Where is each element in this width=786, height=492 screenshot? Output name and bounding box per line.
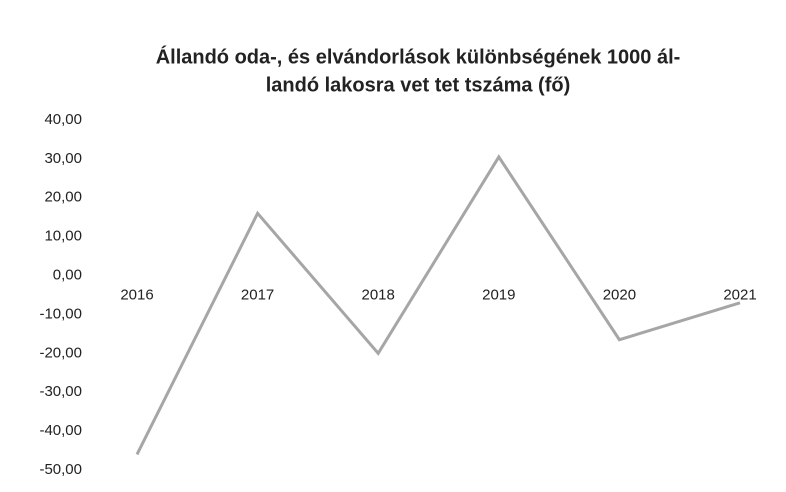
x-tick-label: 2020	[603, 287, 636, 304]
y-tick-label: -20,00	[39, 344, 82, 361]
y-tick-label: 20,00	[44, 189, 82, 206]
y-tick-label: 40,00	[44, 111, 82, 128]
x-tick-label: 2016	[120, 287, 153, 304]
y-tick-label: -10,00	[39, 305, 82, 322]
chart-title: landó lakosra vet tet tszáma (fő)	[266, 74, 571, 96]
y-tick-label: 30,00	[44, 150, 82, 167]
x-tick-label: 2021	[723, 287, 756, 304]
y-tick-label: -40,00	[39, 422, 82, 439]
y-tick-label: 10,00	[44, 228, 82, 245]
x-tick-label: 2017	[241, 287, 274, 304]
x-tick-label: 2018	[362, 287, 395, 304]
y-tick-label: -30,00	[39, 383, 82, 400]
chart-title: Állandó oda-, és elvándorlások különbség…	[156, 45, 681, 68]
line-series	[135, 154, 741, 456]
y-tick-label: -50,00	[39, 461, 82, 478]
x-tick-label: 2019	[482, 287, 515, 304]
y-tick-label: 0,00	[53, 267, 82, 284]
